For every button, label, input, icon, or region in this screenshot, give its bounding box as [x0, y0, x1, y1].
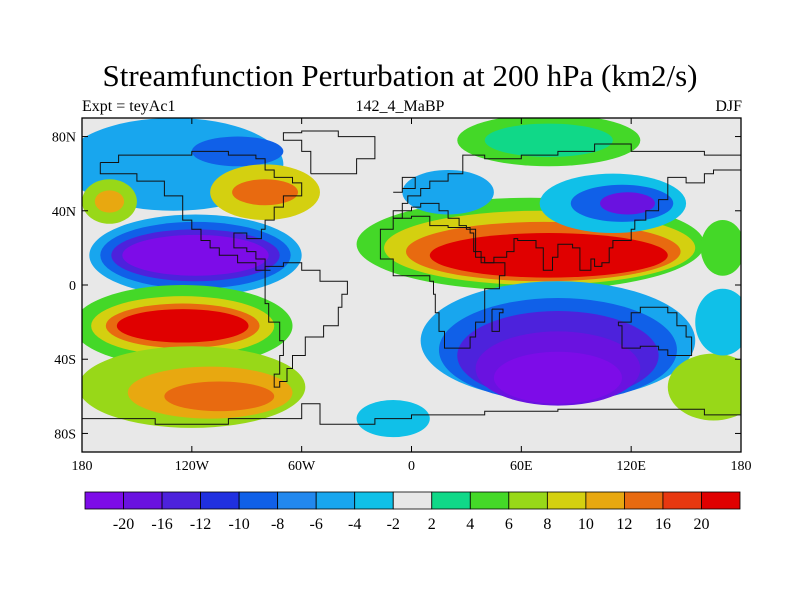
- contour-region: [122, 234, 269, 276]
- center-string: 142_4_MaBP: [355, 98, 445, 115]
- contour-region: [94, 190, 125, 213]
- right-string: DJF: [715, 98, 742, 115]
- contour-region: [429, 233, 668, 278]
- coastline-segment: [99, 150, 303, 271]
- colorbar-label: 16: [655, 516, 671, 533]
- colorbar-label: 12: [616, 516, 632, 533]
- x-tick-label: 180: [731, 459, 752, 474]
- y-tick-label: 40S: [54, 353, 76, 368]
- coastline-segment: [617, 306, 693, 356]
- coastline: [82, 130, 741, 425]
- x-tick-label: 180: [72, 459, 93, 474]
- coastline-segment: [264, 262, 348, 388]
- colorbar-box: [392, 491, 433, 510]
- y-tick-label: 80N: [52, 131, 76, 146]
- colorbar-label: 8: [543, 516, 551, 533]
- colorbar-label: -4: [348, 516, 361, 533]
- contour-region: [484, 123, 613, 157]
- colorbar-box: [508, 491, 548, 510]
- contour-region: [600, 192, 655, 215]
- colorbar-box: [662, 491, 702, 510]
- colorbar-label: -10: [228, 516, 249, 533]
- coastline-segment: [491, 308, 504, 332]
- colorbar-label: -20: [113, 516, 134, 533]
- streamfunction-field: [82, 118, 741, 438]
- chart-title: Streamfunction Perturbation at 200 hPa (…: [102, 58, 698, 93]
- colorbar-box: [200, 491, 240, 510]
- contour-region: [164, 381, 275, 412]
- x-tick-label: 60E: [510, 459, 533, 474]
- y-tick-label: 80S: [54, 427, 76, 442]
- colorbar-box: [84, 491, 124, 510]
- contour-region: [667, 353, 741, 421]
- colorbar-label: -8: [271, 516, 284, 533]
- left-string: Expt = teyAc1: [82, 98, 176, 115]
- colorbar-box: [161, 491, 201, 510]
- axis-ticks: 180 120W 60W 0 60E 120E 180 80N 40N 0 40S 80S: [52, 118, 752, 474]
- coastline-segment: [393, 176, 416, 193]
- colorbar-box: [431, 491, 471, 510]
- colorbar-label: -6: [310, 516, 323, 533]
- x-tick-label: 120W: [175, 459, 210, 474]
- colorbar-label: -12: [190, 516, 211, 533]
- contour-region: [493, 351, 623, 404]
- colorbar-label: 4: [466, 516, 474, 533]
- colorbar-box: [123, 491, 163, 510]
- colorbar-box: [354, 491, 394, 510]
- contour-region: [116, 309, 249, 343]
- colorbar-box: [546, 491, 587, 510]
- x-tick-label: 0: [408, 459, 415, 474]
- colorbar-box: [315, 491, 356, 510]
- colorbar-box: [624, 491, 664, 510]
- colorbar-label: -2: [387, 516, 400, 533]
- colorbar: -20 -16 -12 -10 -8 -6 -4 -2 2 4 6 8 10 12 16 20: [84, 491, 741, 533]
- colorbar-box: [585, 491, 625, 510]
- contour-region: [700, 220, 741, 276]
- contour-region: [695, 288, 741, 356]
- contour-region: [232, 179, 299, 206]
- colorbar-label: 10: [578, 516, 594, 533]
- colorbar-box: [277, 491, 317, 510]
- coastline-segment: [392, 143, 741, 271]
- colorbar-label: 6: [505, 516, 513, 533]
- colorbar-label: 2: [428, 516, 436, 533]
- y-tick-label: 40N: [52, 205, 76, 220]
- x-tick-label: 120E: [616, 459, 646, 474]
- x-tick-label: 60W: [288, 459, 316, 474]
- y-tick-label: 0: [69, 279, 76, 294]
- colorbar-box: [469, 491, 510, 510]
- coastline-segment: [82, 403, 741, 425]
- coastline-segment: [379, 215, 506, 349]
- colorbar-label: 20: [693, 516, 709, 533]
- colorbar-label: -16: [151, 516, 172, 533]
- coastline-segment: [282, 130, 376, 175]
- colorbar-box: [701, 491, 741, 510]
- colorbar-box: [238, 491, 279, 510]
